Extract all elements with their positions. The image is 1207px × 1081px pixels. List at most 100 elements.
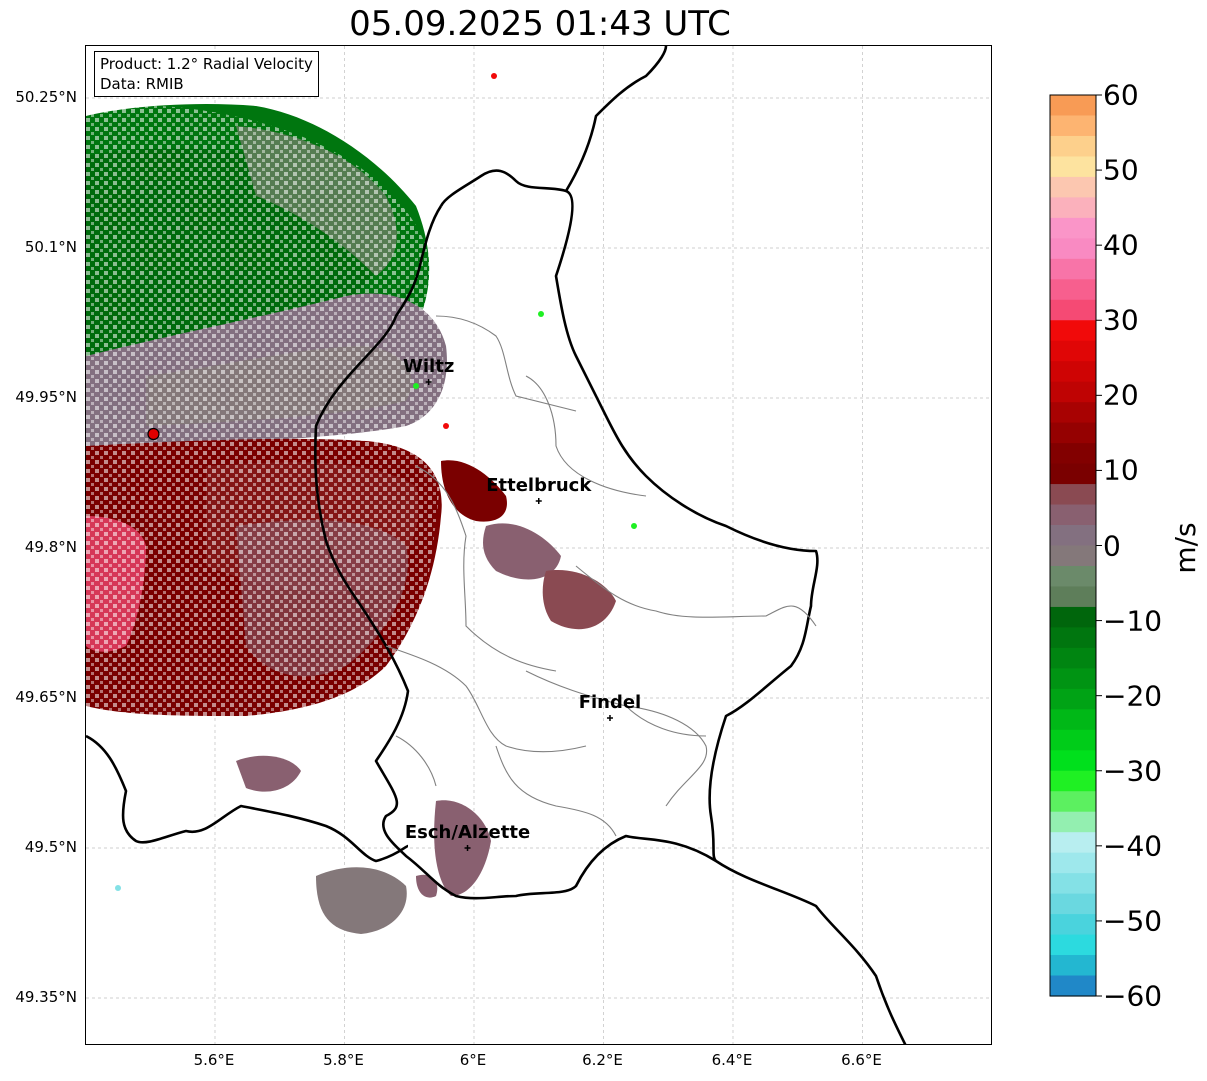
city-cross-icon: [464, 845, 471, 851]
colorbar-segment: [1050, 422, 1096, 444]
colorbar-segment: [1050, 791, 1096, 813]
city-label: Esch/Alzette: [405, 822, 530, 843]
colorbar-segment: [1050, 852, 1096, 874]
colorbar-tick-label: −30: [1103, 754, 1163, 788]
colorbar: [1049, 94, 1102, 997]
lat-tick-label: 50.1°N: [24, 238, 77, 256]
canton-line-5: [385, 645, 587, 753]
lat-tick-label: 49.95°N: [15, 388, 77, 406]
echo-speck-red-2: [443, 423, 449, 429]
border-lux-east: [439, 169, 819, 862]
colorbar-segment: [1050, 320, 1096, 342]
colorbar-tick-label: −50: [1103, 904, 1163, 938]
city-label: Findel: [579, 692, 642, 713]
colorbar-segment: [1050, 750, 1096, 772]
radar-echoes: [86, 73, 637, 934]
lat-tick-label: 49.8°N: [24, 538, 77, 556]
lon-tick-label: 6.6°E: [841, 1051, 882, 1069]
colorbar-segment: [1050, 565, 1096, 588]
colorbar-segment: [1050, 463, 1096, 485]
city-marker: Wiltz: [403, 356, 454, 385]
colorbar-tick-label: 40: [1103, 228, 1139, 262]
colorbar-segment: [1050, 443, 1096, 465]
canton-line-1: [435, 315, 577, 412]
echo-mauve-2: [542, 570, 616, 630]
radar-map: Wiltz Ettelbruck Findel Esch/Alzette: [86, 46, 991, 1044]
colorbar-segment: [1050, 832, 1096, 854]
canton-borders: [385, 315, 817, 837]
canton-line-3: [415, 465, 557, 672]
city-markers: Wiltz Ettelbruck Findel Esch/Alzette: [403, 356, 641, 851]
colorbar-tick-label: 60: [1103, 78, 1139, 112]
border-lux-west: [314, 205, 907, 1044]
echo-speck-green-3: [413, 383, 419, 389]
colorbar-segment: [1050, 893, 1096, 915]
colorbar-segment: [1050, 627, 1096, 649]
lat-tick-label: 49.35°N: [15, 988, 77, 1006]
colorbar-segment: [1050, 975, 1096, 997]
colorbar-unit-label: m/s: [1169, 522, 1203, 574]
city-cross-icon: [606, 715, 613, 721]
lat-tick-label: 50.25°N: [15, 88, 77, 106]
colorbar-segment: [1050, 135, 1096, 158]
colorbar-segment: [1050, 709, 1096, 731]
colorbar-segment: [1050, 217, 1096, 239]
echo-mauve-3: [236, 755, 301, 792]
product-info-box: Product: 1.2° Radial Velocity Data: RMIB: [94, 51, 319, 97]
colorbar-segment: [1050, 299, 1096, 321]
colorbar-tick-label: −60: [1103, 979, 1163, 1013]
echo-speck-green-1: [538, 311, 544, 317]
border-belgium-south: [86, 734, 409, 863]
colorbar-segment: [1050, 115, 1096, 137]
product-label: Product: 1.2° Radial Velocity: [100, 55, 313, 73]
colorbar-segment: [1050, 402, 1096, 424]
colorbar-tick-label: 50: [1103, 153, 1139, 187]
colorbar-tick-label: 30: [1103, 303, 1139, 337]
colorbar-segment: [1050, 729, 1096, 751]
colorbar-segment: [1050, 811, 1096, 833]
city-label: Wiltz: [403, 356, 454, 377]
lon-tick-label: 6°E: [459, 1051, 487, 1069]
city-marker: Findel: [579, 692, 642, 721]
lat-tick-label: 49.65°N: [15, 688, 77, 706]
colorbar-segment: [1050, 914, 1096, 936]
data-source-label: Data: RMIB: [100, 75, 184, 93]
colorbar-segment: [1050, 95, 1096, 117]
colorbar-segment: [1050, 484, 1096, 506]
country-borders: [86, 46, 907, 1044]
colorbar-tick-label: −20: [1103, 679, 1163, 713]
colorbar-tick-label: 10: [1103, 453, 1139, 487]
echo-ettelbruck: [441, 460, 507, 522]
canton-line-7: [495, 745, 617, 837]
colorbar-tick-label: 0: [1103, 529, 1121, 562]
lon-tick-label: 6.2°E: [582, 1051, 623, 1069]
lon-tick-label: 5.6°E: [193, 1051, 235, 1069]
city-label: Ettelbruck: [486, 475, 592, 496]
canton-line-2: [525, 375, 647, 497]
colorbar-segment: [1050, 668, 1096, 690]
colorbar-segment: [1050, 525, 1096, 547]
city-marker: Esch/Alzette: [405, 822, 530, 851]
city-marker: Ettelbruck: [486, 475, 592, 504]
border-germany-north: [564, 46, 668, 192]
colorbar-segment: [1050, 955, 1096, 977]
colorbar-segment: [1050, 176, 1096, 198]
colorbar-segment: [1050, 586, 1096, 608]
colorbar-segment: [1050, 934, 1096, 956]
colorbar-segment: [1050, 606, 1096, 629]
colorbar-segment: [1050, 340, 1096, 362]
canton-line-9: [625, 705, 707, 737]
echo-speck-green-2: [631, 523, 637, 529]
colorbar-segment: [1050, 361, 1096, 383]
colorbar-segment: [1050, 238, 1096, 260]
lat-tick-label: 49.5°N: [24, 838, 77, 856]
colorbar-segment: [1050, 873, 1096, 895]
lon-tick-label: 5.8°E: [323, 1051, 364, 1069]
canton-line-8: [395, 735, 437, 787]
echo-mauve-1: [483, 523, 561, 580]
echo-mauve-5: [316, 867, 407, 934]
city-cross-icon: [425, 379, 432, 385]
canton-line-4: [575, 565, 817, 627]
colorbar-segment: [1050, 545, 1096, 567]
